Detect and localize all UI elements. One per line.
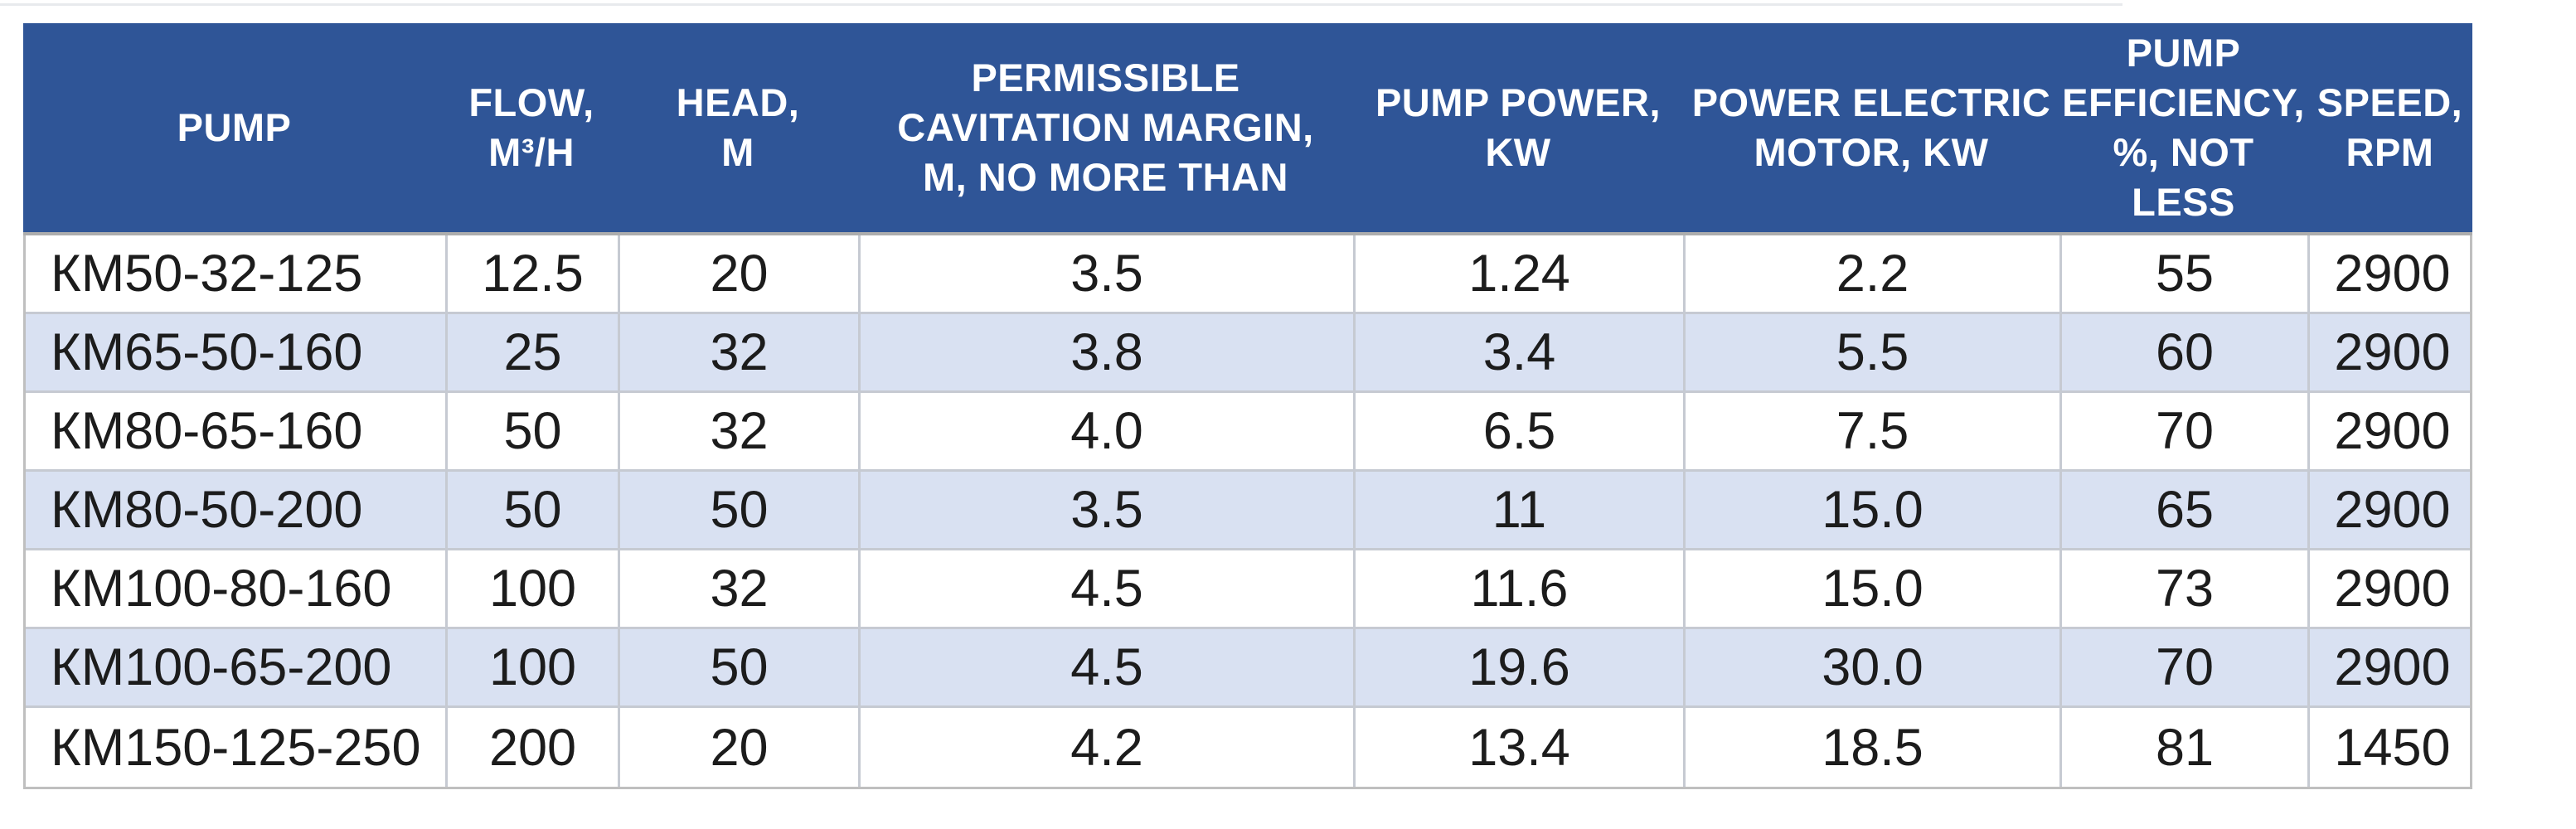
cell-flow: 100: [448, 550, 620, 627]
cell-pump-power: 11.6: [1356, 550, 1686, 627]
table-header-row: PUMP FLOW, M³/H HEAD, M PERMISSIBLE CAVI…: [23, 23, 2472, 235]
cell-motor-power: 7.5: [1686, 393, 2062, 469]
cell-speed: 2900: [2334, 323, 2451, 381]
table-row: КМ150-125-250 200 20 4.2 13.4 18.5 81 14…: [26, 708, 2470, 787]
cell-flow: 200: [448, 708, 620, 787]
column-header-speed: SPEED, RPM: [2316, 80, 2463, 174]
cell-efficiency: 73: [2062, 550, 2310, 627]
cell-speed: 2900: [2334, 638, 2451, 696]
cell-pump: КМ80-50-200: [26, 472, 448, 548]
cell-cavitation: 4.2: [861, 708, 1356, 787]
cell-head: 50: [620, 629, 861, 705]
table-row: КМ50-32-125 12.5 20 3.5 1.24 2.2 55 2900: [26, 235, 2470, 314]
table-row: КМ80-50-200 50 50 3.5 11 15.0 65 2900: [26, 472, 2470, 550]
cell-pump: КМ65-50-160: [26, 314, 448, 390]
cell-cavitation: 3.5: [861, 472, 1356, 548]
cell-motor-power: 15.0: [1686, 472, 2062, 548]
column-header-pump: PUMP: [177, 105, 292, 149]
cell-motor-power: 2.2: [1686, 235, 2062, 312]
cell-motor-power: 18.5: [1686, 708, 2062, 787]
cell-cavitation: 3.5: [861, 235, 1356, 312]
cell-speed: 1450: [2334, 718, 2451, 777]
cell-pump-power: 19.6: [1356, 629, 1686, 705]
table-row: КМ80-65-160 50 32 4.0 6.5 7.5 70 2900: [26, 393, 2470, 472]
table-row: КМ100-65-200 100 50 4.5 19.6 30.0 70 290…: [26, 629, 2470, 708]
cell-efficiency: 55: [2062, 235, 2310, 312]
cell-pump-power: 11: [1356, 472, 1686, 548]
cell-pump-power: 3.4: [1356, 314, 1686, 390]
cell-cavitation: 4.0: [861, 393, 1356, 469]
cell-pump: КМ150-125-250: [26, 708, 448, 787]
cell-flow: 50: [448, 472, 620, 548]
cell-speed: 2900: [2334, 245, 2451, 303]
column-header-flow: FLOW, M³/H: [468, 80, 594, 174]
cell-pump: КМ80-65-160: [26, 393, 448, 469]
cell-head: 20: [620, 235, 861, 312]
cell-head: 20: [620, 708, 861, 787]
cell-cavitation: 4.5: [861, 629, 1356, 705]
cell-pump-power: 6.5: [1356, 393, 1686, 469]
cell-speed: 2900: [2334, 560, 2451, 618]
cell-flow: 50: [448, 393, 620, 469]
cell-head: 32: [620, 314, 861, 390]
cell-efficiency: 60: [2062, 314, 2310, 390]
cell-head: 50: [620, 472, 861, 548]
cell-efficiency: 81: [2062, 708, 2310, 787]
column-header-motor-power: POWER ELECTRIC MOTOR, KW: [1691, 80, 2051, 174]
table-body: КМ50-32-125 12.5 20 3.5 1.24 2.2 55 2900…: [23, 235, 2472, 789]
cell-efficiency: 65: [2062, 472, 2310, 548]
cell-head: 32: [620, 550, 861, 627]
top-divider: [0, 3, 2122, 6]
cell-motor-power: 30.0: [1686, 629, 2062, 705]
cell-cavitation: 3.8: [861, 314, 1356, 390]
cell-speed: 2900: [2334, 402, 2451, 460]
cell-pump-power: 13.4: [1356, 708, 1686, 787]
cell-pump: КМ50-32-125: [26, 235, 448, 312]
cell-motor-power: 15.0: [1686, 550, 2062, 627]
column-header-pump-power: PUMP POWER, KW: [1375, 80, 1662, 174]
pump-spec-table: PUMP FLOW, M³/H HEAD, M PERMISSIBLE CAVI…: [23, 23, 2472, 789]
cell-speed: 2900: [2334, 481, 2451, 539]
table-row: КМ100-80-160 100 32 4.5 11.6 15.0 73 290…: [26, 550, 2470, 629]
cell-head: 32: [620, 393, 861, 469]
cell-flow: 25: [448, 314, 620, 390]
cell-efficiency: 70: [2062, 393, 2310, 469]
cell-cavitation: 4.5: [861, 550, 1356, 627]
cell-pump: КМ100-65-200: [26, 629, 448, 705]
cell-pump-power: 1.24: [1356, 235, 1686, 312]
column-header-head: HEAD, M: [676, 80, 800, 174]
cell-flow: 100: [448, 629, 620, 705]
column-header-efficiency: PUMP EFFICIENCY, %, NOT LESS: [2062, 31, 2305, 224]
cell-motor-power: 5.5: [1686, 314, 2062, 390]
cell-pump: КМ100-80-160: [26, 550, 448, 627]
column-header-cavitation: PERMISSIBLE CAVITATION MARGIN, M, NO MOR…: [897, 56, 1314, 199]
cell-efficiency: 70: [2062, 629, 2310, 705]
table-row: КМ65-50-160 25 32 3.8 3.4 5.5 60 2900: [26, 314, 2470, 393]
cell-flow: 12.5: [448, 235, 620, 312]
